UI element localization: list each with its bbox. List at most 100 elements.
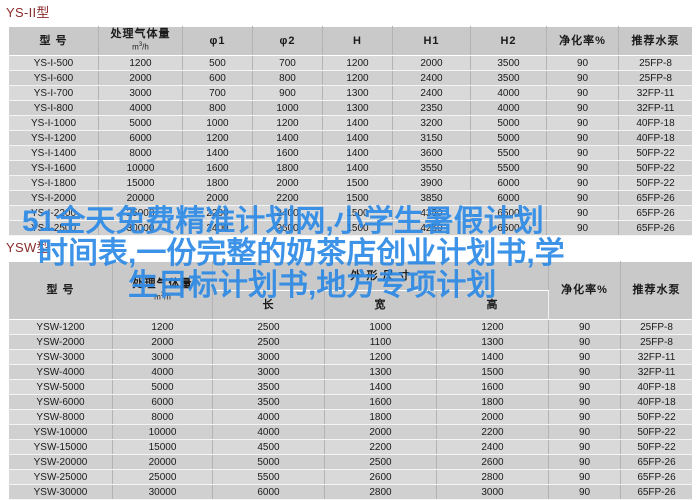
cell-value: 2600 bbox=[324, 469, 437, 485]
cell-value: 1400 bbox=[252, 130, 323, 146]
gas-volume-label: 处理气体量 bbox=[110, 28, 171, 41]
cell-value: 1200 bbox=[252, 115, 323, 131]
cell-value: 4000 bbox=[112, 364, 213, 380]
cell-value: 30000 bbox=[98, 220, 183, 236]
cell-value: 15000 bbox=[112, 439, 213, 455]
cell-value: 90 bbox=[546, 190, 619, 206]
col-header-pump: 推荐水泵 bbox=[620, 261, 693, 320]
cell-model: YS-I-1200 bbox=[8, 130, 99, 146]
cell-value: 3000 bbox=[212, 364, 325, 380]
cell-value: 1300 bbox=[436, 334, 549, 350]
section-title-ys2: YS-II型 bbox=[6, 5, 50, 20]
cell-value: 1400 bbox=[322, 145, 393, 161]
cell-value: 50FP-22 bbox=[618, 175, 693, 191]
cell-model: YSW-20000 bbox=[8, 454, 113, 470]
table-row: YS-I-800 4000 800 1000 1300 2350 4000 90 32FP-11 bbox=[8, 100, 693, 116]
cell-value: 1300 bbox=[322, 100, 393, 116]
spec-table-ys2: 型 号 处理气体量 m3/h φ1 φ2 H H1 H2 净化率% 推荐水泵 Y… bbox=[8, 26, 693, 236]
table-row: YSW-10000 10000 4000 2000 2200 90 50FP-22 bbox=[8, 424, 693, 440]
cell-value: 4500 bbox=[212, 439, 325, 455]
cell-value: 2350 bbox=[392, 100, 471, 116]
cell-value: 2800 bbox=[324, 484, 437, 500]
cell-model: YS-I-1400 bbox=[8, 145, 99, 161]
cell-value: 25FP-8 bbox=[620, 334, 693, 350]
cell-value: 3200 bbox=[392, 115, 471, 131]
cell-value: 5000 bbox=[112, 379, 213, 395]
cell-value: 90 bbox=[548, 334, 621, 350]
gas-volume-label: 处理气体量 bbox=[132, 277, 193, 290]
table-row: YSW-4000 4000 3000 1300 1500 90 32FP-11 bbox=[8, 364, 693, 380]
cell-value: 65FP-26 bbox=[618, 220, 693, 236]
cell-value: 90 bbox=[546, 55, 619, 71]
cell-value: 2500 bbox=[212, 334, 325, 350]
cell-value: 2400 bbox=[436, 439, 549, 455]
gas-volume-unit: m3/h bbox=[132, 42, 149, 52]
table-row: YS-I-600 2000 600 800 1200 2400 3500 90 25FP-8 bbox=[8, 70, 693, 86]
table-row: YSW-8000 8000 4000 1800 2000 90 50FP-22 bbox=[8, 409, 693, 425]
table-2-header-row-sub: 长 宽 高 bbox=[9, 290, 693, 320]
cell-value: 1800 bbox=[182, 175, 253, 191]
cell-value: 2000 bbox=[252, 175, 323, 191]
table-2-header-row-top: 型 号 处理气体量 m3/h 外 形 尺 寸 净化率% 推荐水泵 bbox=[8, 261, 693, 320]
cell-value: 2000 bbox=[392, 55, 471, 71]
cell-value: 40FP-18 bbox=[618, 115, 693, 131]
cell-model: YS-I-2500 bbox=[8, 220, 99, 236]
cell-value: 50FP-22 bbox=[618, 145, 693, 161]
table-row: YSW-20000 20000 5000 2500 2600 90 65FP-26 bbox=[8, 454, 693, 470]
col-header-gas-volume: 处理气体量 m3/h bbox=[98, 26, 183, 56]
cell-value: 1600 bbox=[182, 160, 253, 176]
cell-model: YSW-5000 bbox=[8, 379, 113, 395]
table-row: YS-I-700 3000 700 900 1300 2400 4000 90 32FP-11 bbox=[8, 85, 693, 101]
cell-value: 2000 bbox=[436, 409, 549, 425]
cell-value: 8000 bbox=[112, 409, 213, 425]
cell-value: 50FP-22 bbox=[620, 439, 693, 455]
cell-value: 65FP-26 bbox=[618, 190, 693, 206]
table-2-body: YSW-1200 1200 2500 1000 1200 90 25FP-8 YSW-2000… bbox=[8, 319, 693, 500]
cell-model: YSW-10000 bbox=[8, 424, 113, 440]
cell-value: 4000 bbox=[470, 85, 547, 101]
cell-value: 90 bbox=[546, 175, 619, 191]
cell-value: 90 bbox=[548, 424, 621, 440]
cell-value: 90 bbox=[546, 220, 619, 236]
cell-value: 2400 bbox=[182, 220, 253, 236]
cell-model: YS-I-2000 bbox=[8, 190, 99, 206]
cell-value: 40FP-18 bbox=[620, 379, 693, 395]
cell-value: 5500 bbox=[470, 160, 547, 176]
cell-value: 40FP-18 bbox=[620, 394, 693, 410]
cell-value: 20000 bbox=[112, 454, 213, 470]
cell-value: 3600 bbox=[392, 145, 471, 161]
cell-value: 5500 bbox=[212, 469, 325, 485]
cell-value: 90 bbox=[546, 115, 619, 131]
table-1-header-row: 型 号 处理气体量 m3/h φ1 φ2 H H1 H2 净化率% 推荐水泵 bbox=[8, 26, 693, 56]
cell-value: 90 bbox=[548, 319, 621, 335]
col-header-purify-rate: 净化率% bbox=[546, 26, 619, 56]
table-1-body: YS-I-500 1200 500 700 1200 2000 3500 90 25FP-8 YS… bbox=[8, 55, 693, 236]
table-row: YS-I-1600 10000 1600 1800 1400 3550 5500 90 50FP… bbox=[8, 160, 693, 176]
cell-value: 32FP-11 bbox=[620, 349, 693, 365]
cell-value: 2400 bbox=[392, 70, 471, 86]
cell-model: YSW-1200 bbox=[8, 319, 113, 335]
col-header-purify-rate: 净化率% bbox=[548, 261, 621, 320]
cell-value: 1200 bbox=[322, 55, 393, 71]
cell-value: 3900 bbox=[392, 175, 471, 191]
cell-value: 32FP-11 bbox=[618, 100, 693, 116]
cell-value: 1500 bbox=[322, 175, 393, 191]
cell-value: 50FP-22 bbox=[618, 160, 693, 176]
cell-value: 900 bbox=[252, 85, 323, 101]
cell-value: 1500 bbox=[322, 220, 393, 236]
cell-value: 2600 bbox=[436, 454, 549, 470]
cell-value: 2500 bbox=[324, 454, 437, 470]
col-header-h2: H2 bbox=[470, 26, 547, 56]
table-1-container: 型 号 处理气体量 m3/h φ1 φ2 H H1 H2 净化率% 推荐水泵 Y… bbox=[8, 26, 693, 236]
cell-value: 25FP-8 bbox=[618, 55, 693, 71]
cell-model: YSW-2000 bbox=[8, 334, 113, 350]
col-header-phi1: φ1 bbox=[182, 26, 253, 56]
col-header-pump: 推荐水泵 bbox=[618, 26, 693, 56]
cell-value: 90 bbox=[546, 130, 619, 146]
cell-value: 10000 bbox=[112, 424, 213, 440]
cell-model: YS-I-2200 bbox=[8, 205, 99, 221]
cell-value: 90 bbox=[546, 205, 619, 221]
col-header-model: 型 号 bbox=[8, 261, 113, 320]
cell-value: 1200 bbox=[98, 55, 183, 71]
cell-value: 1800 bbox=[324, 409, 437, 425]
